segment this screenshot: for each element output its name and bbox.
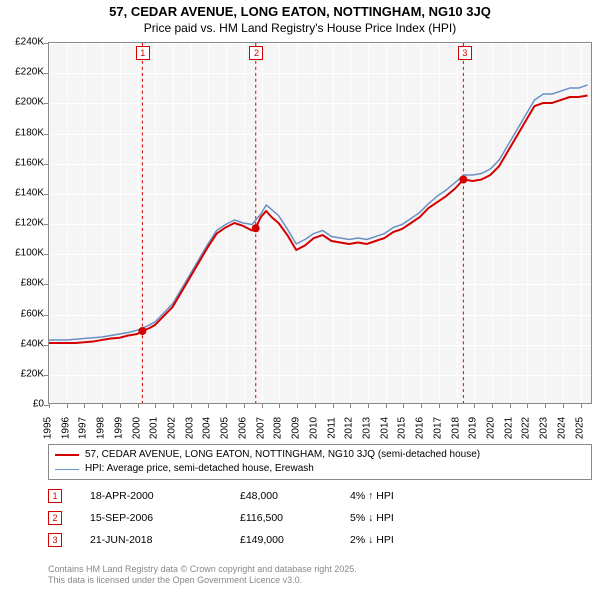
chart-container: 57, CEDAR AVENUE, LONG EATON, NOTTINGHAM… (0, 0, 600, 590)
event-row: 3 21-JUN-2018£149,0002% ↓ HPI (48, 529, 592, 551)
x-tick-label: 2007 (255, 417, 266, 439)
legend-label: HPI: Average price, semi-detached house,… (85, 462, 314, 476)
footer-line-1: Contains HM Land Registry data © Crown c… (48, 564, 357, 575)
chart-svg (49, 43, 591, 403)
y-tick-label: £20K (21, 368, 44, 379)
event-row: 1 18-APR-2000£48,0004% ↑ HPI (48, 485, 592, 507)
event-delta: 5% ↓ HPI (350, 512, 470, 524)
y-axis: £0£20K£40K£60K£80K£100K£120K£140K£160K£1… (0, 42, 46, 404)
sale-point-marker (459, 176, 467, 184)
event-date: 21-JUN-2018 (90, 534, 240, 546)
event-delta: 4% ↑ HPI (350, 490, 470, 502)
legend-item: 57, CEDAR AVENUE, LONG EATON, NOTTINGHAM… (55, 448, 585, 462)
event-row: 2 15-SEP-2006£116,5005% ↓ HPI (48, 507, 592, 529)
x-axis: 1995199619971998199920002001200220032004… (48, 404, 592, 444)
tick-mark (44, 73, 49, 74)
y-tick-label: £220K (15, 67, 44, 78)
event-price: £149,000 (240, 534, 350, 546)
x-tick-label: 2010 (308, 417, 319, 439)
x-tick-label: 2011 (326, 417, 337, 439)
plot-area: 1 2 3 (48, 42, 592, 404)
series-line (49, 85, 588, 340)
footer-line-2: This data is licensed under the Open Gov… (48, 575, 357, 586)
series-line (49, 96, 588, 344)
x-tick-label: 2020 (485, 417, 496, 439)
x-tick-label: 2013 (361, 417, 372, 439)
x-tick-label: 2019 (468, 417, 479, 439)
tick-mark (44, 164, 49, 165)
tick-mark (44, 43, 49, 44)
y-tick-label: £200K (15, 97, 44, 108)
y-tick-label: £120K (15, 218, 44, 229)
sale-point-marker (138, 327, 146, 335)
chart-subtitle: Price paid vs. HM Land Registry's House … (0, 21, 600, 37)
event-price: £48,000 (240, 490, 350, 502)
x-tick-label: 2014 (379, 417, 390, 439)
event-marker: 2 (249, 46, 263, 60)
y-tick-label: £140K (15, 187, 44, 198)
y-tick-label: £0 (33, 399, 44, 410)
event-price: £116,500 (240, 512, 350, 524)
event-marker: 3 (458, 46, 472, 60)
x-tick-label: 1998 (96, 417, 107, 439)
tick-mark (44, 345, 49, 346)
y-tick-label: £60K (21, 308, 44, 319)
event-number-box: 2 (48, 511, 62, 525)
x-tick-label: 2021 (503, 417, 514, 439)
x-tick-label: 2018 (450, 417, 461, 439)
x-tick-label: 2003 (184, 417, 195, 439)
tick-mark (44, 254, 49, 255)
x-tick-label: 1999 (113, 417, 124, 439)
event-number-box: 1 (48, 489, 62, 503)
x-tick-label: 2022 (521, 417, 532, 439)
x-tick-label: 2015 (397, 417, 408, 439)
event-marker: 1 (136, 46, 150, 60)
x-tick-label: 2025 (574, 417, 585, 439)
x-tick-label: 1996 (60, 417, 71, 439)
footer: Contains HM Land Registry data © Crown c… (48, 564, 357, 586)
y-tick-label: £160K (15, 157, 44, 168)
sale-point-marker (252, 224, 260, 232)
y-tick-label: £100K (15, 248, 44, 259)
legend: 57, CEDAR AVENUE, LONG EATON, NOTTINGHAM… (48, 444, 592, 480)
event-number-box: 3 (48, 533, 62, 547)
event-date: 15-SEP-2006 (90, 512, 240, 524)
x-tick-label: 2000 (131, 417, 142, 439)
legend-label: 57, CEDAR AVENUE, LONG EATON, NOTTINGHAM… (85, 448, 480, 462)
tick-mark (44, 194, 49, 195)
x-tick-label: 2012 (344, 417, 355, 439)
x-tick-label: 2001 (149, 417, 160, 439)
events-table: 1 18-APR-2000£48,0004% ↑ HPI 2 15-SEP-2006£… (48, 485, 592, 551)
legend-swatch (55, 469, 79, 470)
x-tick-label: 2006 (237, 417, 248, 439)
legend-item: HPI: Average price, semi-detached house,… (55, 462, 585, 476)
x-tick-label: 2002 (167, 417, 178, 439)
y-tick-label: £40K (21, 338, 44, 349)
chart-title: 57, CEDAR AVENUE, LONG EATON, NOTTINGHAM… (0, 0, 600, 21)
x-tick-label: 2004 (202, 417, 213, 439)
x-tick-label: 2009 (291, 417, 302, 439)
legend-swatch (55, 454, 79, 456)
x-tick-label: 1997 (78, 417, 89, 439)
x-tick-label: 2005 (220, 417, 231, 439)
tick-mark (44, 224, 49, 225)
x-tick-label: 1995 (43, 417, 54, 439)
y-tick-label: £240K (15, 37, 44, 48)
x-tick-label: 2024 (556, 417, 567, 439)
event-delta: 2% ↓ HPI (350, 534, 470, 546)
tick-mark (44, 315, 49, 316)
tick-mark (44, 103, 49, 104)
x-tick-label: 2016 (415, 417, 426, 439)
tick-mark (44, 284, 49, 285)
tick-mark (44, 375, 49, 376)
x-tick-label: 2023 (539, 417, 550, 439)
x-tick-label: 2008 (273, 417, 284, 439)
y-tick-label: £180K (15, 127, 44, 138)
y-tick-label: £80K (21, 278, 44, 289)
x-tick-label: 2017 (432, 417, 443, 439)
tick-mark (44, 134, 49, 135)
event-date: 18-APR-2000 (90, 490, 240, 502)
